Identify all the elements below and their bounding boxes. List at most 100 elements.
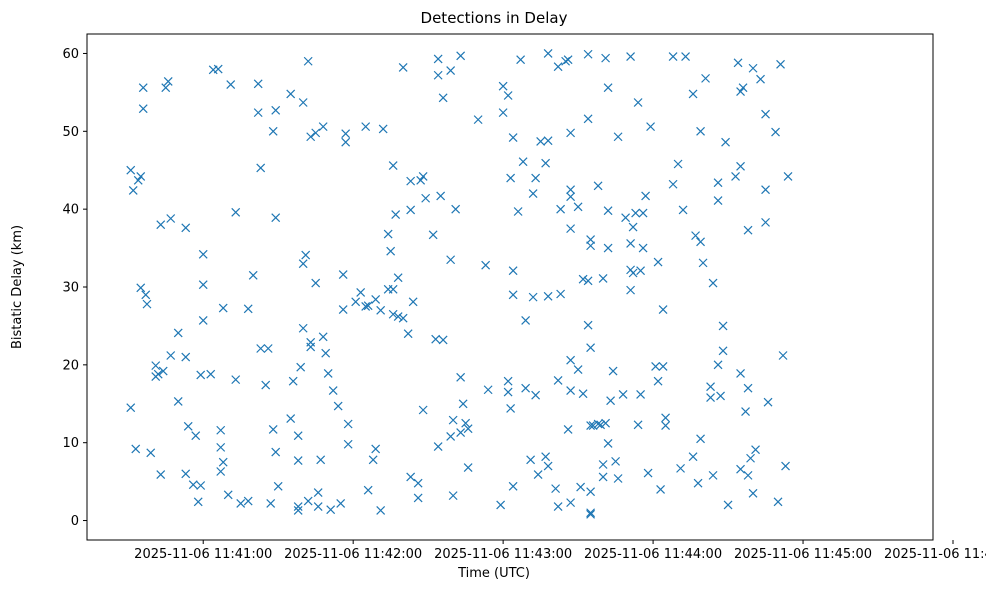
data-point bbox=[498, 108, 508, 118]
data-point bbox=[216, 467, 226, 476]
data-point bbox=[526, 455, 536, 465]
data-point bbox=[636, 266, 646, 276]
data-point bbox=[566, 128, 576, 138]
data-point bbox=[613, 132, 623, 142]
data-point bbox=[763, 397, 773, 407]
data-point bbox=[633, 420, 643, 430]
data-point bbox=[713, 196, 723, 206]
data-point bbox=[688, 89, 698, 99]
data-point bbox=[723, 500, 733, 510]
data-point bbox=[588, 421, 598, 430]
data-point bbox=[388, 161, 398, 170]
data-point bbox=[696, 237, 705, 247]
data-point bbox=[433, 442, 443, 452]
data-point bbox=[213, 64, 223, 74]
data-point bbox=[761, 109, 770, 119]
data-point bbox=[551, 484, 561, 494]
data-point bbox=[783, 172, 793, 181]
data-point bbox=[456, 372, 466, 382]
data-point bbox=[216, 442, 226, 452]
data-point bbox=[641, 191, 651, 201]
data-point bbox=[338, 305, 348, 314]
data-point bbox=[566, 498, 576, 508]
data-point bbox=[541, 158, 551, 168]
data-point bbox=[248, 270, 258, 280]
data-point bbox=[748, 63, 758, 73]
data-point bbox=[676, 463, 685, 473]
data-point bbox=[218, 457, 228, 467]
data-point bbox=[756, 74, 765, 84]
data-point bbox=[656, 484, 666, 494]
data-point bbox=[136, 283, 146, 293]
data-point bbox=[268, 126, 278, 136]
data-point bbox=[706, 393, 715, 402]
data-point bbox=[456, 428, 466, 437]
data-point bbox=[196, 370, 206, 380]
data-point bbox=[386, 246, 396, 256]
data-point bbox=[303, 56, 313, 66]
data-point bbox=[436, 191, 446, 201]
data-point bbox=[451, 204, 461, 214]
data-point bbox=[746, 453, 755, 463]
data-point bbox=[508, 266, 518, 276]
data-point bbox=[473, 115, 483, 125]
data-point bbox=[743, 225, 753, 235]
data-point bbox=[433, 54, 443, 64]
data-point bbox=[678, 205, 688, 215]
data-point bbox=[508, 481, 518, 491]
data-point bbox=[231, 207, 241, 217]
data-point bbox=[271, 213, 281, 223]
chart-title: Detections in Delay bbox=[421, 9, 568, 27]
data-point bbox=[576, 482, 586, 492]
data-point bbox=[133, 175, 143, 185]
data-point bbox=[626, 285, 636, 295]
data-point bbox=[601, 418, 611, 428]
data-point bbox=[403, 329, 413, 339]
data-point bbox=[463, 463, 473, 473]
data-point bbox=[268, 425, 278, 434]
data-point bbox=[611, 456, 621, 466]
data-point bbox=[141, 290, 151, 300]
data-point bbox=[142, 299, 152, 309]
data-point bbox=[356, 288, 366, 297]
data-point bbox=[601, 53, 611, 63]
data-point bbox=[306, 132, 316, 142]
data-point bbox=[503, 91, 513, 100]
data-point bbox=[293, 431, 303, 441]
data-point bbox=[713, 360, 723, 370]
data-point bbox=[313, 502, 323, 511]
data-point bbox=[743, 383, 753, 393]
data-point bbox=[651, 361, 661, 371]
data-point bbox=[446, 255, 456, 265]
data-point bbox=[628, 268, 638, 278]
data-point bbox=[383, 229, 393, 239]
data-point bbox=[561, 56, 571, 66]
data-point bbox=[263, 344, 273, 353]
data-point bbox=[698, 258, 708, 268]
data-point bbox=[566, 185, 576, 195]
data-point bbox=[721, 137, 730, 147]
data-point bbox=[296, 362, 306, 372]
data-point bbox=[243, 304, 253, 314]
data-point bbox=[603, 439, 613, 448]
data-point bbox=[253, 108, 263, 118]
data-point bbox=[136, 172, 146, 181]
data-point bbox=[503, 376, 513, 386]
data-point bbox=[256, 163, 266, 173]
data-point bbox=[408, 297, 418, 307]
data-point bbox=[741, 407, 750, 416]
data-point bbox=[418, 172, 428, 181]
data-point bbox=[521, 383, 531, 393]
data-point bbox=[298, 259, 308, 269]
data-point bbox=[508, 290, 518, 300]
data-point bbox=[513, 207, 523, 216]
data-point bbox=[691, 231, 700, 241]
data-point bbox=[243, 496, 253, 506]
data-point bbox=[736, 464, 745, 474]
data-point bbox=[418, 405, 428, 415]
data-point bbox=[708, 278, 718, 288]
data-point bbox=[223, 490, 233, 500]
data-point bbox=[361, 122, 371, 132]
data-point bbox=[553, 62, 563, 72]
